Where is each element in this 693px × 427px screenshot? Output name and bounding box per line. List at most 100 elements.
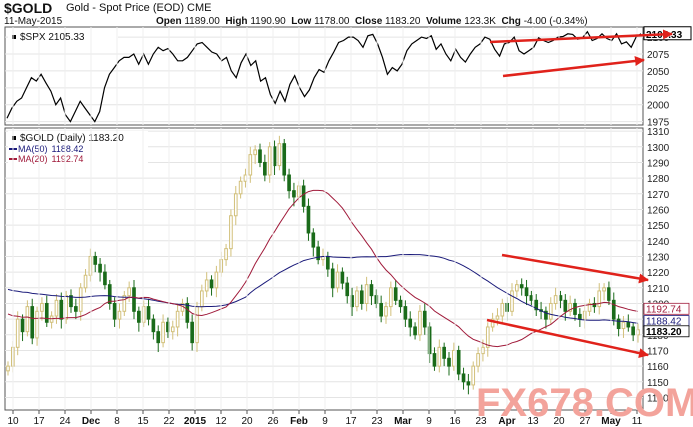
x-tick-label: 24 (59, 416, 71, 427)
gold-candle-body (282, 143, 287, 176)
trend-arrow (489, 29, 673, 44)
gold-candle-body (117, 310, 122, 320)
gold-y-tick-label: 1140 (647, 393, 669, 404)
gold-candle-body (573, 302, 577, 315)
high-label: High (225, 16, 248, 27)
x-tick-label: 15 (137, 416, 149, 427)
x-tick-label: 16 (449, 416, 461, 427)
gold-candle-body (355, 290, 359, 308)
gold-candle-body (398, 299, 403, 308)
ma20-legend-name: MA(20) (18, 154, 48, 164)
gold-candle-body (326, 255, 330, 270)
gold-candle-body (621, 321, 626, 330)
gold-candle-body (432, 353, 437, 367)
gold-candle-body (175, 310, 180, 328)
gold-y-tick-label: 1240 (647, 237, 670, 248)
gold-candle-body (389, 287, 393, 308)
gold-candle-body (359, 290, 364, 304)
gold-candle-body (422, 310, 427, 328)
watermark: FX678.COM (476, 381, 693, 425)
gold-y-tick-label: 1250 (647, 221, 670, 232)
gold-candle-body (292, 190, 296, 198)
gold-y-tick-label: 1170 (647, 346, 669, 357)
gold-candle-body (200, 290, 204, 308)
gold-candle-body (44, 302, 49, 323)
ma20-legend-value: 1192.74 (52, 154, 84, 164)
gold-candle-body (6, 365, 10, 372)
gold-candle-body (481, 346, 485, 355)
gold-candle-body (393, 287, 398, 301)
x-tick-label: 23 (475, 416, 487, 427)
gold-candle-body (151, 318, 156, 333)
x-tick-label: 23 (371, 416, 383, 427)
gold-candle-body (243, 174, 248, 182)
gold-candle-body (137, 310, 141, 323)
trend-arrow (502, 56, 645, 78)
gold-candle-body (369, 284, 374, 297)
gold-candle-body (83, 274, 88, 289)
instrument-description: Gold - Spot Price (EOD) (66, 2, 184, 14)
spx-y-tick-label: 2000 (647, 101, 670, 112)
gold-candle-body (263, 161, 267, 176)
gold-candle-body (277, 143, 282, 167)
gold-last-value-label: 1188.42 (646, 317, 682, 328)
ma50-legend-name: MA(50) (18, 144, 48, 154)
gold-legend-text: $GOLD (Daily) 1183.20 (20, 133, 124, 144)
gold-candle-body (127, 287, 131, 297)
gold-candle-body (611, 299, 616, 320)
gold-candle-body (607, 287, 611, 301)
gold-candle-body (25, 306, 30, 333)
gold-candle-body (156, 331, 161, 344)
gold-candle-body (214, 271, 219, 289)
x-tick-label: 13 (527, 416, 539, 427)
exchange-label: CME (187, 2, 212, 14)
gold-candle-body (340, 271, 345, 284)
gold-candle-body (413, 326, 417, 336)
open-label: Open (156, 16, 182, 27)
close-value: 1183.20 (385, 16, 421, 27)
gold-y-tick-label: 1260 (647, 205, 670, 216)
gold-candle-body (558, 295, 563, 301)
x-tick-label: 26 (267, 416, 279, 427)
gold-candle-body (141, 306, 146, 323)
gold-candle-body (597, 290, 602, 308)
spx-legend-text: $SPX 2105.33 (20, 32, 85, 43)
gold-candle-body (500, 302, 505, 317)
x-tick-label: Dec (82, 416, 101, 427)
gold-candle-body (476, 353, 480, 367)
gold-candle-body (311, 232, 316, 248)
spx-series-line (6, 30, 642, 123)
symbol-title: $GOLD (4, 0, 53, 16)
x-tick-label: 2015 (184, 416, 207, 427)
gold-candle-body (190, 321, 194, 344)
gold-y-tick-label: 1280 (647, 174, 670, 185)
trend-arrow (501, 253, 649, 284)
chg-value: -4.00 (-0.34%) (523, 16, 588, 27)
gold-candle-body (553, 295, 558, 304)
gold-candle-body (30, 306, 35, 339)
gold-candle-body (132, 287, 136, 312)
gold-candle-body (364, 284, 369, 304)
x-tick-label: 11 (632, 416, 643, 427)
x-tick-label: Feb (290, 416, 308, 427)
open-value: 1189.00 (184, 16, 220, 27)
gold-candle-body (616, 318, 621, 330)
gold-candle-body (442, 346, 446, 359)
gold-candle-body (35, 310, 39, 339)
gold-candle-body (544, 310, 548, 320)
spx-y-tick-label: 2050 (647, 67, 670, 78)
gold-plot-frame (4, 127, 644, 411)
gold-candle-body (306, 205, 311, 234)
gold-candle-body (229, 215, 233, 250)
gold-candle-body (301, 185, 306, 207)
gold-candle-body (146, 306, 151, 320)
x-tick-label: 20 (241, 416, 253, 427)
gold-candle-body (592, 302, 597, 308)
gold-y-tick-label: 1230 (647, 252, 670, 263)
x-tick-label: 17 (345, 416, 357, 427)
gold-candle-body (112, 302, 117, 320)
gold-candle-body (427, 326, 432, 355)
gold-candle-body (587, 302, 592, 312)
gold-y-tick-label: 1220 (647, 268, 670, 279)
